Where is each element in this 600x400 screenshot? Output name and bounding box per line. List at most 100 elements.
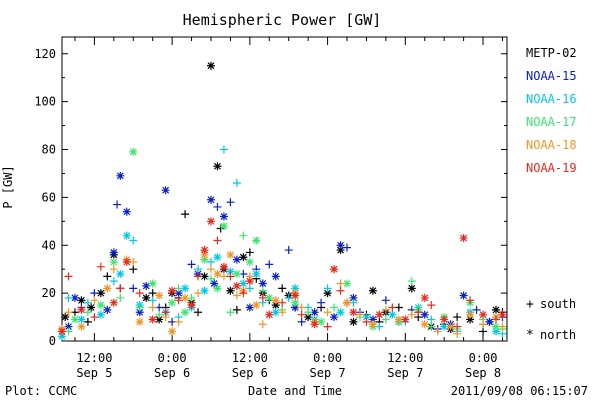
y-tick-label: 80 xyxy=(42,143,56,157)
x-tick-label-day: Sep 6 xyxy=(154,366,190,380)
north-marker xyxy=(77,322,86,331)
north-marker xyxy=(181,308,190,317)
south-marker xyxy=(232,305,241,314)
north-marker xyxy=(96,289,105,298)
legend-marker-symbol: + xyxy=(526,297,534,312)
north-marker xyxy=(206,61,215,70)
south-marker xyxy=(129,284,138,293)
south-marker xyxy=(317,298,326,307)
north-marker xyxy=(116,171,125,180)
north-marker xyxy=(394,315,403,324)
north-marker xyxy=(349,293,358,302)
y-tick-label: 60 xyxy=(42,190,56,204)
south-marker xyxy=(232,179,241,188)
north-marker xyxy=(213,253,222,262)
south-marker xyxy=(381,296,390,305)
north-marker xyxy=(323,289,332,298)
north-marker xyxy=(168,286,177,295)
north-marker xyxy=(103,305,112,314)
north-marker xyxy=(446,322,455,331)
data-markers xyxy=(58,61,507,341)
south-marker xyxy=(90,296,99,305)
north-marker xyxy=(459,291,468,300)
south-marker xyxy=(491,315,500,324)
south-marker xyxy=(161,308,170,317)
south-marker xyxy=(297,310,306,319)
south-marker xyxy=(453,322,462,331)
south-marker xyxy=(304,308,313,317)
y-tick-label: 20 xyxy=(42,286,56,300)
x-axis-label: Date and Time xyxy=(248,384,342,398)
north-marker xyxy=(232,269,241,278)
north-marker xyxy=(291,298,300,307)
north-marker xyxy=(200,286,209,295)
north-marker xyxy=(219,212,228,221)
x-tick-label-time: 12:00 xyxy=(76,351,112,365)
south-marker xyxy=(96,262,105,271)
north-marker xyxy=(64,322,73,331)
south-marker xyxy=(83,308,92,317)
north-marker xyxy=(362,313,371,322)
north-marker xyxy=(168,298,177,307)
north-marker xyxy=(232,281,241,290)
south-marker xyxy=(479,320,488,329)
north-marker xyxy=(336,241,345,250)
north-marker xyxy=(200,255,209,264)
south-marker xyxy=(284,246,293,255)
x-tick-label-time: 12:00 xyxy=(387,351,423,365)
north-marker xyxy=(210,279,219,288)
south-marker xyxy=(323,322,332,331)
north-marker xyxy=(70,293,79,302)
x-tick-label-day: Sep 7 xyxy=(310,366,346,380)
north-marker xyxy=(245,277,254,286)
north-marker xyxy=(213,162,222,171)
south-marker xyxy=(116,284,125,293)
north-marker xyxy=(420,293,429,302)
north-marker xyxy=(232,255,241,264)
x-tick-label-day: Sep 8 xyxy=(465,366,501,380)
south-marker xyxy=(135,303,144,312)
north-marker xyxy=(200,272,209,281)
south-marker xyxy=(174,317,183,326)
north-marker xyxy=(219,222,228,231)
north-marker xyxy=(291,284,300,293)
north-marker xyxy=(252,269,261,278)
north-marker xyxy=(122,258,131,267)
south-marker xyxy=(362,317,371,326)
north-marker xyxy=(252,301,261,310)
south-marker xyxy=(258,293,267,302)
south-marker xyxy=(284,293,293,302)
x-tick-label-day: Sep 7 xyxy=(387,366,423,380)
south-marker xyxy=(194,272,203,281)
south-marker xyxy=(323,308,332,317)
south-marker xyxy=(407,310,416,319)
north-marker xyxy=(291,291,300,300)
y-axis-label: P [GW] xyxy=(1,165,15,208)
south-marker xyxy=(90,313,99,322)
legend-series-label: NOAA-19 xyxy=(526,161,577,175)
south-marker xyxy=(129,265,138,274)
north-marker xyxy=(304,313,313,322)
south-marker xyxy=(213,202,222,211)
legend-marker-label: north xyxy=(540,328,576,342)
north-marker xyxy=(77,296,86,305)
north-marker xyxy=(271,296,280,305)
north-marker xyxy=(336,308,345,317)
south-marker xyxy=(90,289,99,298)
south-marker xyxy=(336,279,345,288)
north-marker xyxy=(368,320,377,329)
north-marker xyxy=(343,279,352,288)
north-marker xyxy=(343,298,352,307)
north-marker xyxy=(109,258,118,267)
south-marker xyxy=(278,308,287,317)
plot-frame xyxy=(61,36,508,342)
south-marker xyxy=(323,284,332,293)
north-marker xyxy=(265,310,274,319)
north-marker xyxy=(239,279,248,288)
south-marker xyxy=(433,327,442,336)
legend-marker-symbol: * xyxy=(526,328,534,343)
north-marker xyxy=(245,258,254,267)
south-marker xyxy=(113,200,122,209)
north-marker xyxy=(349,317,358,326)
south-marker xyxy=(239,289,248,298)
